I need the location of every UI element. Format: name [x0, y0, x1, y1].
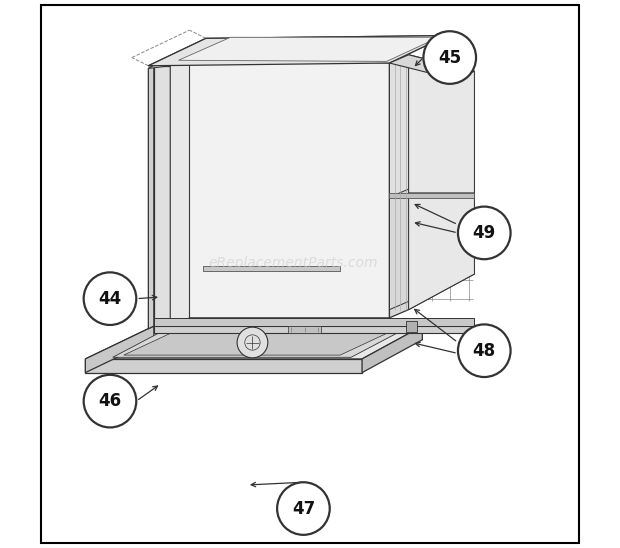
- Text: 49: 49: [472, 224, 496, 242]
- Polygon shape: [409, 63, 474, 193]
- Polygon shape: [148, 55, 190, 68]
- Text: 46: 46: [99, 392, 122, 410]
- Polygon shape: [86, 326, 422, 359]
- Polygon shape: [389, 197, 409, 310]
- Polygon shape: [154, 318, 474, 326]
- Text: 47: 47: [292, 500, 315, 517]
- Polygon shape: [154, 66, 170, 326]
- Polygon shape: [406, 321, 417, 332]
- Polygon shape: [154, 326, 474, 333]
- Polygon shape: [86, 359, 362, 373]
- Circle shape: [458, 324, 510, 377]
- Circle shape: [423, 31, 476, 84]
- Polygon shape: [203, 266, 340, 271]
- Circle shape: [84, 375, 136, 427]
- Polygon shape: [123, 332, 389, 355]
- Text: eReplacementParts.com: eReplacementParts.com: [209, 256, 378, 270]
- Circle shape: [458, 207, 510, 259]
- Polygon shape: [148, 36, 447, 66]
- Polygon shape: [148, 66, 154, 329]
- Polygon shape: [154, 318, 422, 326]
- Polygon shape: [170, 55, 190, 326]
- Text: 45: 45: [438, 49, 461, 66]
- Polygon shape: [179, 37, 439, 61]
- Polygon shape: [389, 63, 409, 197]
- Circle shape: [277, 482, 330, 535]
- Polygon shape: [154, 326, 422, 333]
- Polygon shape: [389, 55, 474, 79]
- Polygon shape: [409, 193, 474, 310]
- Polygon shape: [409, 55, 474, 310]
- Polygon shape: [362, 326, 422, 373]
- Circle shape: [237, 327, 268, 358]
- Polygon shape: [86, 326, 154, 373]
- Text: 48: 48: [472, 342, 496, 359]
- Polygon shape: [389, 193, 474, 198]
- Circle shape: [84, 272, 136, 325]
- Polygon shape: [190, 55, 389, 318]
- Polygon shape: [389, 55, 409, 318]
- Polygon shape: [288, 326, 321, 333]
- Text: 44: 44: [99, 290, 122, 307]
- Polygon shape: [113, 330, 403, 357]
